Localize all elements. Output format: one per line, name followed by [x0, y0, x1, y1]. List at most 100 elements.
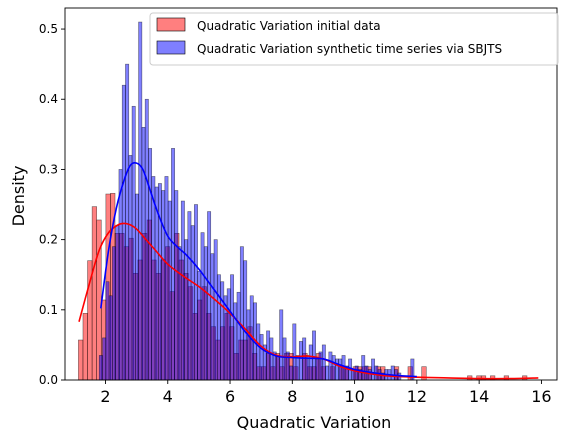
histogram-bar-synthetic — [256, 323, 261, 381]
legend-label-synthetic: Quadratic Variation synthetic time serie… — [197, 42, 502, 56]
histogram-bar-synthetic — [187, 211, 192, 381]
histogram-bar-synthetic — [148, 148, 153, 381]
histogram-bar-synthetic — [216, 274, 221, 381]
legend-label-initial: Quadratic Variation initial data — [197, 19, 381, 33]
histogram-bar-synthetic — [177, 246, 182, 381]
histogram-bar-synthetic — [312, 330, 316, 381]
histogram-bar-synthetic — [157, 183, 162, 381]
histogram-bar-synthetic — [151, 176, 156, 381]
histogram-bar-synthetic — [325, 365, 330, 381]
histogram-bar-synthetic — [131, 105, 136, 381]
x-tick-label: 16 — [531, 387, 551, 406]
histogram-bar-synthetic — [318, 351, 323, 381]
histogram-bar-synthetic — [305, 355, 310, 381]
histogram-bar-synthetic — [194, 204, 198, 381]
histogram-bar-synthetic — [210, 253, 215, 381]
histogram-bar-synthetic — [279, 309, 284, 381]
histogram-bar-synthetic — [190, 225, 195, 381]
histogram-bar-synthetic — [121, 84, 126, 381]
x-tick-label: 14 — [469, 387, 489, 406]
histogram-bar-synthetic — [154, 186, 159, 381]
histogram-bar-synthetic — [105, 281, 110, 381]
histogram-bar-synthetic — [203, 246, 208, 381]
histogram-bar-synthetic — [321, 344, 326, 381]
histogram-bar-synthetic — [269, 337, 274, 381]
histogram-bar-initial — [78, 339, 84, 381]
kde-line-synthetic-data — [100, 161, 417, 378]
histogram-bar-synthetic — [315, 358, 320, 381]
y-axis-label: Density — [9, 166, 28, 227]
x-tick-label: 6 — [225, 387, 235, 406]
y-tick-label: 0.0 — [39, 373, 58, 387]
histogram-bar-synthetic — [112, 246, 116, 381]
histogram-bar-synthetic — [108, 295, 113, 381]
histogram-bar-synthetic — [213, 239, 218, 381]
y-tick-label: 0.3 — [39, 162, 58, 176]
histogram-bar-synthetic — [331, 355, 336, 381]
histogram-bar-synthetic — [328, 351, 333, 381]
histogram-bar-synthetic — [371, 358, 375, 381]
x-axis-label: Quadratic Variation — [237, 413, 392, 432]
histogram-bar-synthetic — [128, 155, 133, 381]
histogram-bar-synthetic — [230, 274, 234, 381]
histogram-bar-synthetic — [141, 127, 146, 381]
histogram-bar-synthetic — [184, 239, 189, 381]
histogram-bar-synthetic — [118, 169, 123, 381]
histogram-bar-synthetic — [138, 21, 143, 381]
histogram-bar-synthetic — [164, 176, 169, 381]
histogram-bar-synthetic — [200, 232, 205, 381]
histogram-bar-synthetic — [308, 344, 313, 381]
histogram-bar-synthetic — [292, 323, 297, 381]
histogram-bar-synthetic — [243, 260, 248, 381]
x-tick-label: 4 — [163, 387, 173, 406]
histogram-bar-synthetic — [180, 200, 185, 381]
histogram-bar-synthetic — [338, 358, 343, 381]
legend-box — [149, 12, 559, 66]
histogram-bar-synthetic — [266, 330, 271, 381]
histogram-bar-synthetic — [361, 355, 366, 381]
histogram-bar-synthetic — [276, 355, 280, 381]
histogram-bar-synthetic — [98, 355, 103, 381]
histogram-bar-synthetic — [354, 365, 359, 381]
histogram-bar-synthetic — [102, 337, 107, 381]
histogram-bar-synthetic — [115, 225, 120, 381]
histogram-bar-synthetic — [161, 190, 166, 381]
y-tick-label: 0.4 — [39, 92, 58, 106]
histogram-bar-synthetic — [335, 358, 339, 381]
plot-frame — [64, 7, 558, 381]
legend-swatch-initial — [156, 17, 186, 32]
legend-swatch-synthetic — [156, 40, 186, 55]
histogram-bar-synthetic — [135, 193, 139, 381]
histogram-bar-synthetic — [259, 334, 264, 381]
histogram-bar-synthetic — [298, 341, 303, 381]
histogram-bar-initial — [82, 313, 88, 381]
y-tick-label: 0.5 — [39, 22, 58, 36]
x-tick-label: 10 — [344, 387, 364, 406]
histogram-bar-synthetic — [302, 337, 307, 381]
histogram-bar-synthetic — [171, 148, 175, 381]
y-axis-ticks: 0.0 0.1 0.2 0.3 0.4 0.5 — [39, 22, 65, 387]
histogram-bar-initial — [91, 206, 97, 381]
histogram-bar-synthetic — [246, 309, 251, 381]
x-axis-ticks: 2 4 6 8 10 12 14 16 — [100, 380, 552, 406]
histogram-bar-synthetic — [226, 288, 231, 381]
histogram-bar-synthetic — [233, 302, 238, 381]
histogram-bar-synthetic — [167, 200, 172, 381]
y-tick-label: 0.1 — [39, 303, 58, 317]
histogram-bar-synthetic — [174, 190, 179, 381]
histogram-bar-synthetic — [282, 337, 287, 381]
histogram-bar-synthetic — [295, 355, 300, 381]
histogram-bar-synthetic — [125, 63, 130, 381]
histogram-bar-synthetic — [289, 365, 294, 381]
histogram-bar-synthetic — [367, 369, 372, 381]
histogram-bar-synthetic — [239, 246, 244, 381]
x-tick-label: 2 — [100, 387, 110, 406]
x-tick-label: 12 — [407, 387, 427, 406]
x-tick-label: 8 — [287, 387, 297, 406]
histogram-bar-synthetic — [390, 365, 395, 381]
histogram-bar-synthetic — [236, 291, 241, 381]
histogram-bar-synthetic — [220, 281, 225, 381]
y-tick-label: 0.2 — [39, 233, 58, 247]
legend: Quadratic Variation initial data Quadrat… — [149, 12, 559, 66]
